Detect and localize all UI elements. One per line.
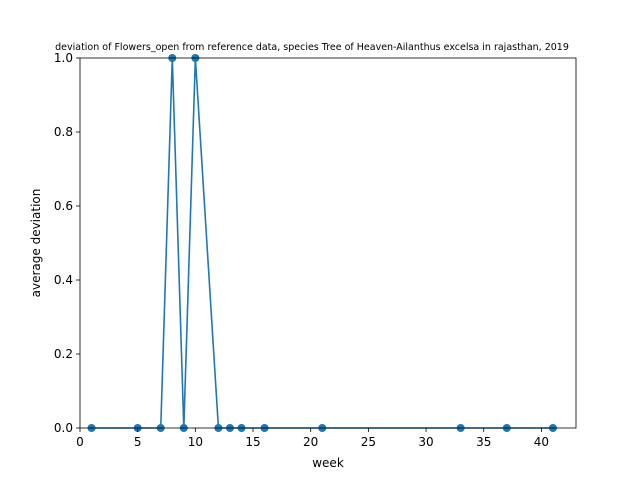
y-tick-label: 0.2 bbox=[54, 347, 73, 361]
y-tick-label: 0.6 bbox=[54, 199, 73, 213]
x-tick-label: 25 bbox=[361, 435, 376, 449]
x-axis: 0 5 10 15 20 25 30 35 40 bbox=[76, 428, 549, 449]
x-tick-label: 40 bbox=[534, 435, 549, 449]
chart-title: deviation of Flowers_open from reference… bbox=[55, 42, 569, 53]
x-tick-label: 10 bbox=[188, 435, 203, 449]
series-line bbox=[91, 57, 553, 429]
y-tick-label: 1.0 bbox=[54, 51, 73, 65]
plot-area bbox=[87, 54, 557, 432]
y-tick-label: 0.0 bbox=[54, 421, 73, 435]
y-tick-label: 0.8 bbox=[54, 125, 73, 139]
y-axis: 0.0 0.2 0.4 0.6 0.8 1.0 bbox=[54, 51, 80, 435]
y-tick-label: 0.4 bbox=[54, 273, 73, 287]
x-tick-label: 5 bbox=[134, 435, 142, 449]
x-tick-label: 0 bbox=[76, 435, 84, 449]
x-tick-label: 35 bbox=[476, 435, 491, 449]
x-tick-label: 30 bbox=[418, 435, 433, 449]
x-tick-label: 15 bbox=[245, 435, 260, 449]
x-axis-label: week bbox=[312, 456, 344, 470]
x-tick-label: 20 bbox=[303, 435, 318, 449]
axes-frame bbox=[79, 57, 577, 429]
y-axis-label: average deviation bbox=[29, 189, 43, 298]
